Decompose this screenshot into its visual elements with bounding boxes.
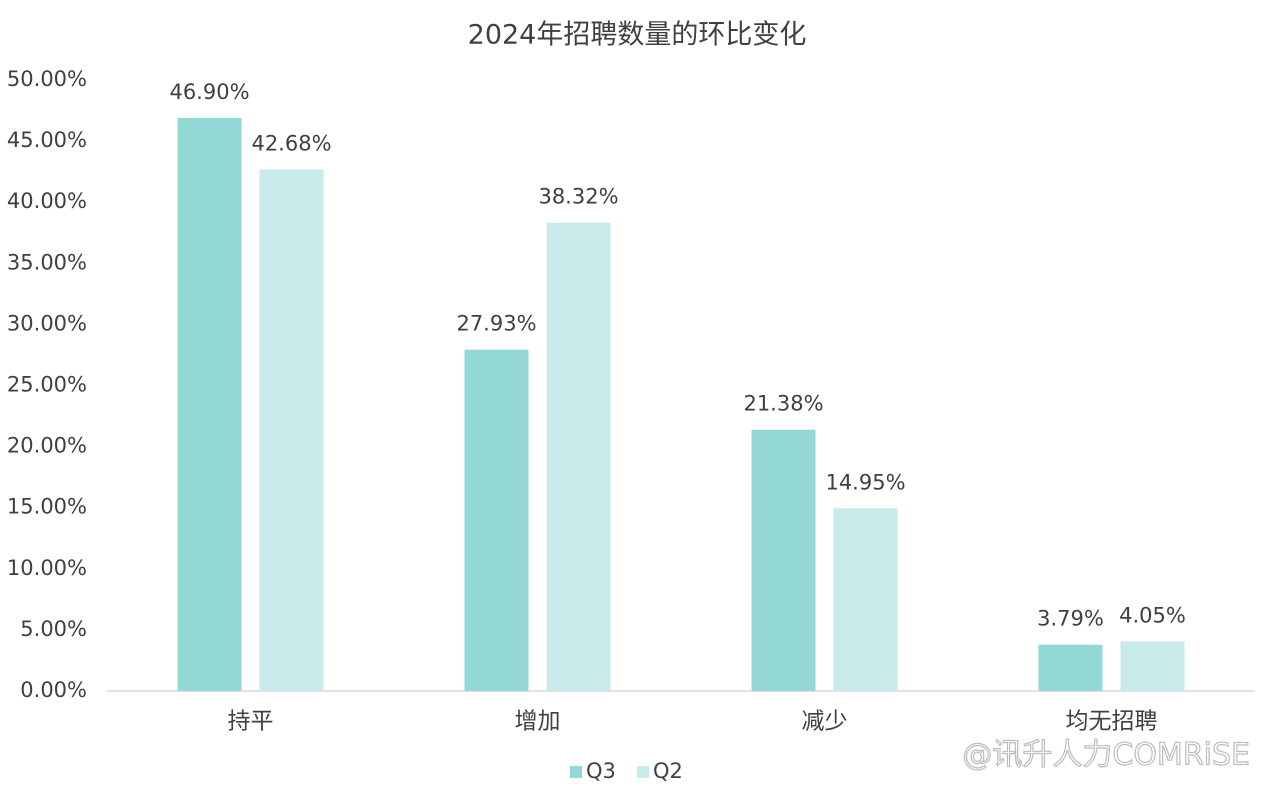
y-tick-label: 50.00%: [7, 67, 87, 91]
legend-swatch: [570, 766, 582, 778]
y-tick-label: 0.00%: [20, 678, 87, 702]
y-tick-label: 35.00%: [7, 250, 87, 274]
bar: [177, 117, 242, 691]
data-label: 46.90%: [169, 80, 249, 104]
legend-label: Q3: [586, 759, 616, 783]
legend-label: Q2: [653, 759, 683, 783]
data-label: 21.38%: [743, 392, 823, 416]
y-tick-label: 40.00%: [7, 189, 87, 213]
watermark: @讯升人力COMRiSE: [962, 738, 1250, 773]
legend-swatch: [637, 766, 649, 778]
x-tick-label: 均无招聘: [1066, 709, 1158, 735]
y-tick-label: 25.00%: [7, 373, 87, 397]
chart-title: 2024年招聘数量的环比变化: [468, 20, 807, 51]
data-label: 42.68%: [251, 131, 331, 155]
x-tick-label: 持平: [228, 709, 274, 735]
bar: [1038, 644, 1103, 691]
y-tick-label: 10.00%: [7, 556, 87, 580]
data-label: 4.05%: [1119, 604, 1186, 628]
data-label: 38.32%: [538, 185, 618, 209]
y-tick-label: 45.00%: [7, 128, 87, 152]
x-tick-label: 增加: [515, 709, 561, 735]
data-label: 14.95%: [825, 470, 905, 494]
bar: [833, 508, 898, 691]
y-tick-label: 15.00%: [7, 495, 87, 519]
x-tick-label: 减少: [802, 709, 848, 735]
data-label: 27.93%: [456, 312, 536, 336]
data-label: 3.79%: [1037, 607, 1104, 631]
bar: [751, 429, 816, 691]
bar: [259, 169, 324, 692]
y-tick-label: 20.00%: [7, 434, 87, 458]
y-tick-label: 30.00%: [7, 311, 87, 335]
bar: [546, 222, 611, 691]
y-tick-label: 5.00%: [20, 617, 87, 641]
bar: [1120, 641, 1185, 691]
bar: [464, 349, 529, 691]
